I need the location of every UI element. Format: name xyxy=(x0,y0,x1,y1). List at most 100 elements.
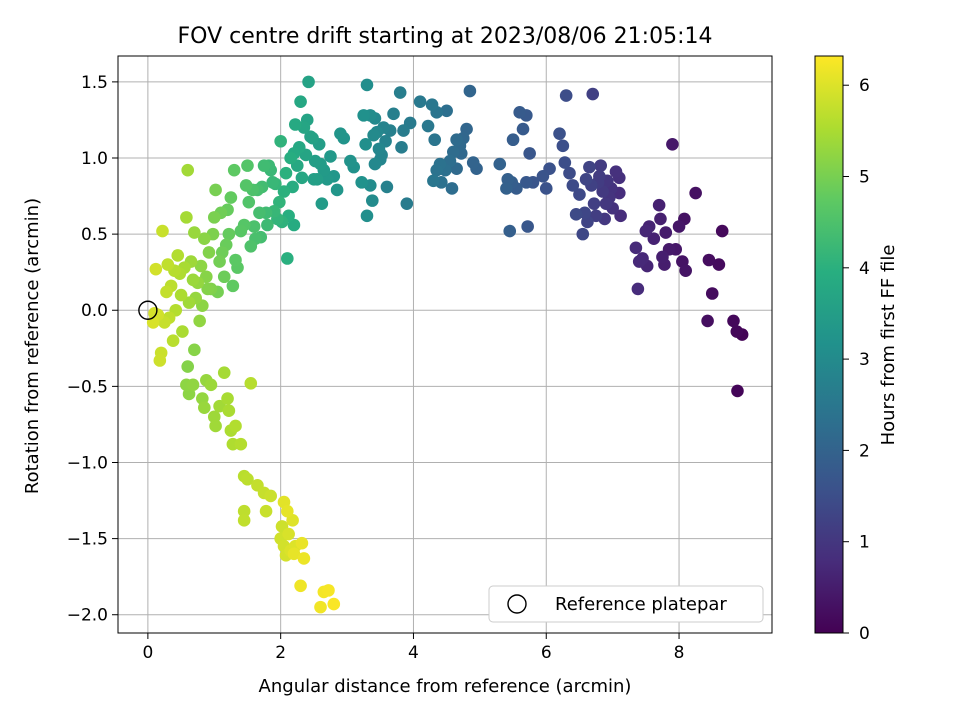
data-point xyxy=(257,159,271,172)
data-point xyxy=(513,106,526,119)
data-point xyxy=(224,191,238,204)
data-point xyxy=(400,197,414,210)
y-tick-label: 1.5 xyxy=(81,73,108,93)
data-point xyxy=(304,130,317,143)
x-tick-label: 6 xyxy=(541,643,552,663)
data-point xyxy=(357,109,370,122)
data-point xyxy=(666,138,679,151)
plot-frame xyxy=(117,55,773,634)
data-point xyxy=(393,86,407,99)
y-tick-label: −1.0 xyxy=(67,453,108,473)
data-point xyxy=(161,258,175,271)
data-point xyxy=(380,180,394,194)
data-point xyxy=(539,182,553,195)
data-point xyxy=(201,282,214,296)
data-point xyxy=(229,419,242,433)
data-point xyxy=(569,208,583,221)
data-point xyxy=(281,504,294,518)
data-point xyxy=(174,288,188,302)
data-point xyxy=(182,296,196,309)
data-point xyxy=(315,197,329,210)
data-point xyxy=(730,325,744,338)
data-point xyxy=(295,536,309,550)
data-point xyxy=(521,220,534,233)
data-point xyxy=(639,224,653,238)
data-point xyxy=(239,179,253,192)
data-point xyxy=(277,185,291,198)
data-point xyxy=(181,163,195,177)
data-point xyxy=(493,157,507,171)
colorbar: 0 1 2 3 4 5 6 Hours from first FF file xyxy=(814,55,899,644)
data-point xyxy=(274,134,287,148)
colorbar-tick-label: 5 xyxy=(859,168,870,188)
colorbar-tick-label: 3 xyxy=(859,350,870,370)
colorbar-ticks: 0 1 2 3 4 5 6 xyxy=(843,76,870,644)
data-point xyxy=(360,78,374,92)
data-point xyxy=(712,258,726,271)
data-point xyxy=(295,171,309,185)
data-point xyxy=(425,98,439,112)
x-axis-ticks: 0 2 4 6 8 xyxy=(142,633,684,663)
data-point xyxy=(156,224,169,238)
colorbar-tick-label: 6 xyxy=(859,76,870,96)
data-point xyxy=(516,122,530,136)
data-point xyxy=(193,314,206,328)
data-point xyxy=(463,84,477,98)
data-point xyxy=(360,209,374,223)
data-point xyxy=(702,253,716,267)
y-tick-label: −0.5 xyxy=(67,377,108,397)
data-point xyxy=(387,107,400,121)
data-point xyxy=(194,259,208,273)
data-point xyxy=(217,366,231,379)
x-axis-label: Angular distance from reference (arcmin) xyxy=(259,676,632,697)
data-point xyxy=(428,133,442,147)
colorbar-gradient xyxy=(814,55,844,634)
data-point xyxy=(659,226,673,239)
data-point xyxy=(237,504,251,518)
data-point xyxy=(365,194,379,207)
data-point xyxy=(344,154,357,168)
data-point xyxy=(153,354,167,367)
colorbar-tick-label: 2 xyxy=(859,441,870,461)
data-point xyxy=(241,159,254,172)
data-point xyxy=(586,87,600,101)
data-point xyxy=(689,186,702,200)
colorbar-tick-label: 0 xyxy=(859,624,870,644)
y-tick-label: 0.5 xyxy=(81,225,108,245)
x-tick-label: 8 xyxy=(674,643,685,663)
data-point xyxy=(282,527,295,541)
data-point xyxy=(520,176,533,189)
data-point xyxy=(368,157,382,171)
data-point xyxy=(566,179,580,192)
data-point xyxy=(395,141,408,154)
data-point xyxy=(234,437,248,451)
data-point xyxy=(413,95,427,108)
data-point xyxy=(234,224,248,238)
colorbar-tick-label: 4 xyxy=(859,259,870,279)
chart-title: FOV centre drift starting at 2023/08/06 … xyxy=(178,24,713,49)
y-tick-label: −2.0 xyxy=(67,606,108,626)
data-point xyxy=(226,279,240,293)
data-point xyxy=(244,240,258,253)
data-point xyxy=(149,262,163,276)
data-point xyxy=(367,128,380,142)
data-point xyxy=(334,127,347,140)
data-point xyxy=(314,600,327,614)
data-point xyxy=(244,377,258,390)
data-point xyxy=(264,489,278,503)
data-point xyxy=(217,270,231,284)
data-point xyxy=(609,165,623,179)
legend-box xyxy=(488,585,764,623)
x-tick-label: 0 xyxy=(142,643,153,663)
data-point xyxy=(209,183,222,197)
data-point xyxy=(222,227,236,241)
y-axis-ticks: −2.0 −1.5 −1.0 −0.5 0.0 0.5 1.0 1.5 xyxy=(67,73,118,626)
y-tick-label: 0.0 xyxy=(81,301,108,321)
data-point xyxy=(294,95,307,108)
data-point xyxy=(294,579,307,593)
data-point xyxy=(679,264,692,277)
data-point xyxy=(705,287,719,300)
x-tick-label: 4 xyxy=(408,643,419,663)
x-tick-label: 2 xyxy=(275,643,286,663)
data-point xyxy=(186,378,200,392)
